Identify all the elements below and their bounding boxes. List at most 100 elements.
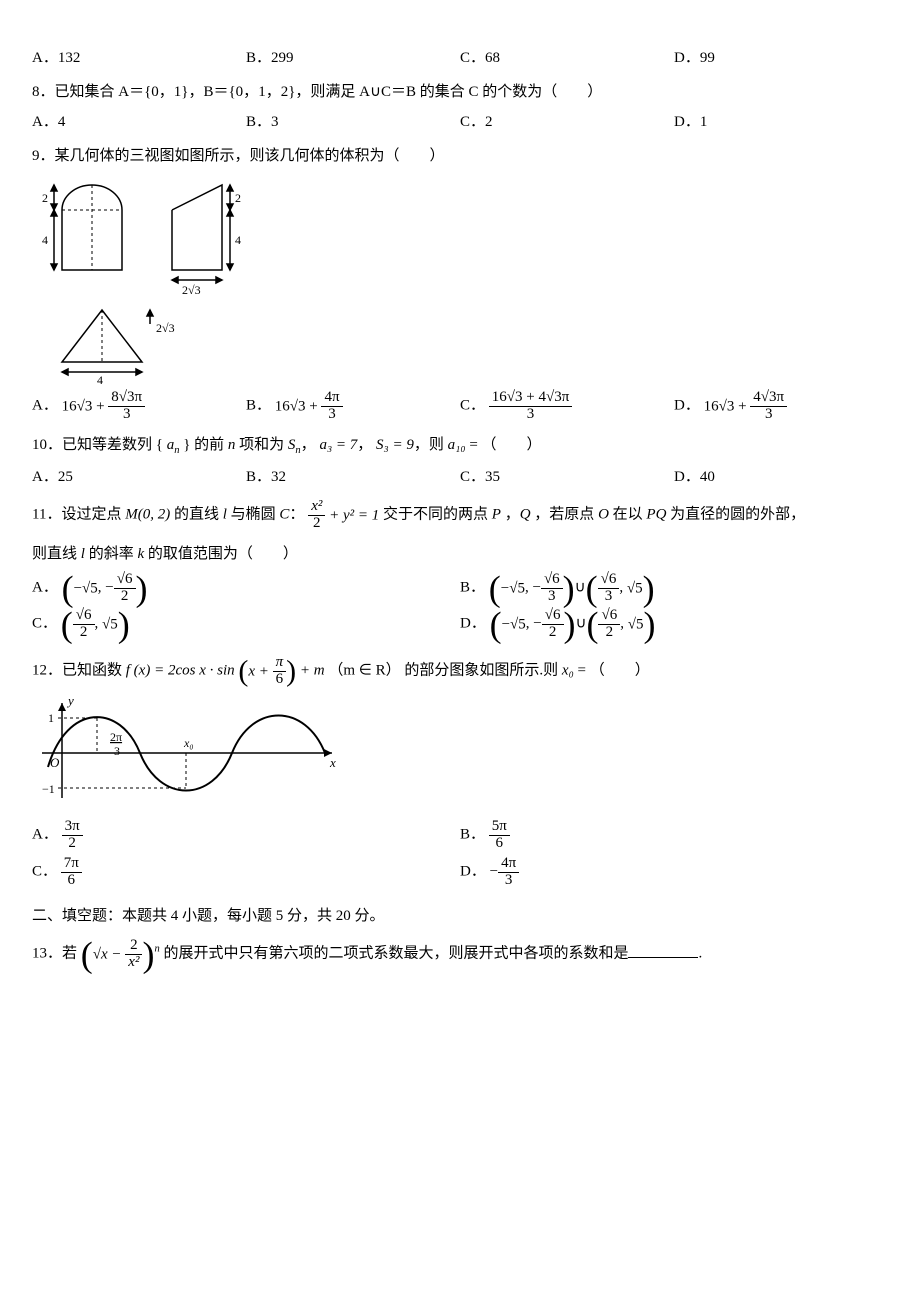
- q12-options: A． 3π2 B． 5π6 C． 7π6 D． −4π3: [32, 819, 888, 892]
- q12B-l: B．: [460, 827, 485, 843]
- q9B-a: 16√3 +: [275, 398, 318, 414]
- q12-pm: + m: [300, 662, 325, 678]
- q9B-den: 3: [321, 407, 342, 423]
- q11B-rd: 3: [598, 589, 620, 605]
- q13-ia: √x −: [93, 947, 122, 963]
- q8-options: A．4 B．3 C．2 D．1: [32, 110, 888, 134]
- q10-opt-C[interactable]: C．35: [460, 465, 674, 489]
- svg-text:O: O: [50, 755, 60, 770]
- q12-t3: = （ ）: [574, 662, 650, 678]
- q7-opt-A[interactable]: A．132: [32, 46, 246, 70]
- q7-options: A．132 B．299 C．68 D．99: [32, 46, 888, 70]
- q9A-den: 3: [108, 407, 145, 423]
- q9-opt-B[interactable]: B． 16√3 + 4π3: [246, 390, 460, 423]
- q12-opt-C[interactable]: C． 7π6: [32, 856, 460, 889]
- q11A-l: A．: [32, 579, 58, 595]
- q11-O: O: [598, 507, 609, 523]
- q10-t4: ，: [301, 437, 316, 453]
- q8-opt-C[interactable]: C．2: [460, 110, 674, 134]
- q9C-den: 3: [489, 407, 573, 423]
- q10-s3: S₃ = 9: [376, 437, 414, 453]
- q12-t1: 12．已知函数: [32, 662, 126, 678]
- q13-id: x²: [125, 955, 142, 971]
- q12-opt-D[interactable]: D． −4π3: [460, 856, 888, 889]
- q11-t6: ，若原点: [531, 507, 599, 523]
- q8-stem: 8．已知集合 A＝{0，1}，B＝{0，1，2}，则满足 A∪C＝B 的集合 C…: [32, 80, 888, 104]
- q8-opt-B[interactable]: B．3: [246, 110, 460, 134]
- svg-text:4: 4: [235, 233, 241, 247]
- q12-an: π: [273, 655, 287, 672]
- q7-opt-B[interactable]: B．299: [246, 46, 460, 70]
- q11B-mn: √6: [541, 572, 563, 589]
- q7-opt-D[interactable]: D．99: [674, 46, 888, 70]
- q11-opt-B[interactable]: B． (−√5, −√63)∪(√63, √5): [460, 572, 888, 605]
- q11-stem: 11．设过定点 M(0, 2) 的直线 l 与椭圆 C： x²2 + y² = …: [32, 499, 888, 532]
- q11C-ld: 2: [73, 625, 95, 641]
- q11B-hi: √5: [627, 580, 643, 596]
- q9A-a: 16√3 +: [62, 398, 105, 414]
- q11D-hi: √5: [628, 617, 644, 633]
- q8-opt-D[interactable]: D．1: [674, 110, 888, 134]
- q12C-d: 6: [61, 873, 82, 889]
- q11D-md: 2: [542, 625, 564, 641]
- q7-opt-C[interactable]: C．68: [460, 46, 674, 70]
- q13-exp: n: [154, 944, 159, 955]
- q11D-lo: −√5: [502, 617, 526, 633]
- q10-sep1: ，: [357, 437, 372, 453]
- q12D-d: 3: [498, 873, 519, 889]
- q10-t3: 项和为: [235, 437, 288, 453]
- q9C-num: 16√3 + 4√3π: [489, 390, 573, 407]
- svg-text:4: 4: [97, 373, 103, 384]
- q10-opt-A[interactable]: A．25: [32, 465, 246, 489]
- q13-blank[interactable]: [628, 942, 698, 958]
- q13-t1: 13．若: [32, 946, 81, 962]
- q11A-lo: −√5: [74, 580, 98, 596]
- svg-text:4: 4: [42, 233, 48, 247]
- svg-text:−1: −1: [42, 782, 55, 796]
- q11D-rd: 2: [598, 625, 620, 641]
- q9D-den: 3: [750, 407, 787, 423]
- q9-opt-A[interactable]: A． 16√3 + 8√3π3: [32, 390, 246, 423]
- q9-svg: 2 4 2 4 2√3 2√3 4: [32, 174, 252, 384]
- q11-PQ: PQ: [646, 507, 666, 523]
- q11D-mn: √6: [542, 608, 564, 625]
- q11B-lo: −√5: [501, 580, 525, 596]
- q12-figure: y x O 1 −1 2π 3 x₀: [32, 693, 888, 813]
- q12-cond: （m ∈ R）: [328, 662, 400, 678]
- q9B-num: 4π: [321, 390, 342, 407]
- q12-opt-A[interactable]: A． 3π2: [32, 819, 460, 852]
- q11-opt-D[interactable]: D． (−√5, −√62)∪(√62, √5): [460, 608, 888, 641]
- q11-opt-C[interactable]: C． (√62, √5): [32, 608, 460, 641]
- q11C-l: C．: [32, 616, 57, 632]
- q10-opt-B[interactable]: B．32: [246, 465, 460, 489]
- q9-opt-C[interactable]: C． 16√3 + 4√3π3: [460, 390, 674, 423]
- q11C-ln: √6: [73, 608, 95, 625]
- q12A-d: 2: [62, 836, 83, 852]
- q10-stem: 10．已知等差数列 { an } 的前 n 项和为 Sn， a₃ = 7， S₃…: [32, 433, 888, 460]
- q11-t7: 在以: [609, 507, 647, 523]
- q12C-l: C．: [32, 863, 57, 879]
- q11-t3: 与椭圆: [227, 507, 280, 523]
- q11-s2b: 的斜率: [85, 546, 138, 562]
- q11-t8: 为直径的圆的外部，: [666, 507, 805, 523]
- q9B-pre: B．: [246, 398, 271, 414]
- q11-eqr: + y² = 1: [325, 508, 379, 524]
- svg-text:x: x: [329, 755, 336, 770]
- q12-argx: x +: [248, 663, 269, 679]
- q8-opt-A[interactable]: A．4: [32, 110, 246, 134]
- q11-stem2: 则直线 l 的斜率 k 的取值范围为（ ）: [32, 542, 888, 566]
- q11-P: P: [492, 507, 501, 523]
- q11-M: M(0, 2): [125, 507, 170, 523]
- q10-opt-D[interactable]: D．40: [674, 465, 888, 489]
- q11A-hd: 2: [114, 589, 136, 605]
- q10-a3: a₃ = 7: [319, 437, 357, 453]
- q11B-rn: √6: [598, 572, 620, 589]
- q9-opt-D[interactable]: D． 16√3 + 4√3π3: [674, 390, 888, 423]
- q11-opt-A[interactable]: A． (−√5, −√62): [32, 572, 460, 605]
- q12-opt-B[interactable]: B． 5π6: [460, 819, 888, 852]
- q9D-a: 16√3 +: [704, 398, 747, 414]
- q9D-num: 4√3π: [750, 390, 787, 407]
- q10-t2: } 的前: [179, 437, 227, 453]
- q12B-n: 5π: [489, 819, 510, 836]
- q11-C: C: [279, 507, 289, 523]
